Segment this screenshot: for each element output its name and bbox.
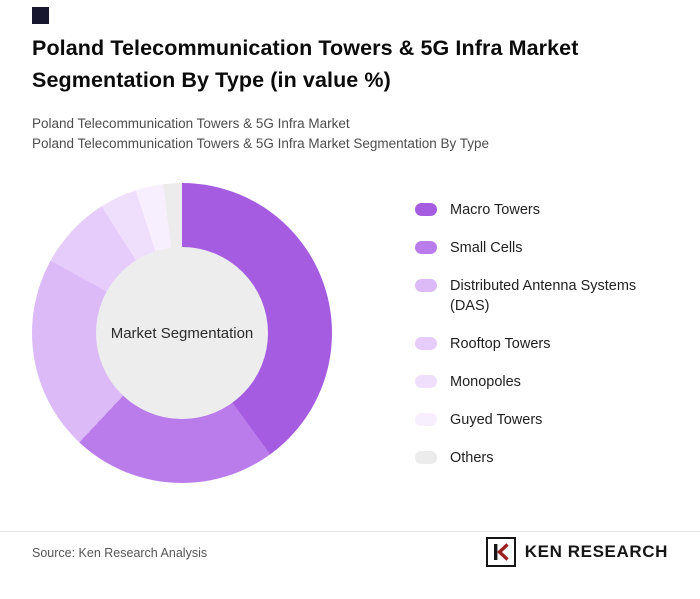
footer-divider [0, 531, 700, 532]
legend-item: Macro Towers [415, 200, 678, 220]
subtitle-line-2: Poland Telecommunication Towers & 5G Inf… [32, 136, 489, 151]
legend-label: Others [450, 450, 494, 466]
chart-subtitles: Poland Telecommunication Towers & 5G Inf… [32, 114, 489, 154]
legend-label: Distributed Antenna Systems (DAS) [450, 278, 637, 314]
legend-label: Macro Towers [450, 202, 540, 218]
legend-item: Small Cells [415, 238, 678, 258]
brand-wordmark: KEN RESEARCH [524, 542, 668, 561]
chart-legend: Macro Towers Small Cells Distributed Ant… [415, 200, 678, 468]
donut-chart: Market Segmentation [32, 183, 332, 483]
ken-research-logo: KEN RESEARCH [485, 537, 668, 567]
legend-swatch [415, 203, 437, 216]
legend-label: Small Cells [450, 240, 523, 256]
ken-research-k-icon [485, 537, 516, 567]
legend-item: Guyed Towers [415, 410, 678, 430]
legend-label: Guyed Towers [450, 412, 543, 428]
top-left-mark [32, 7, 49, 24]
legend-swatch [415, 337, 437, 350]
legend-label: Rooftop Towers [450, 336, 551, 352]
legend-swatch [415, 451, 437, 464]
legend-swatch [415, 413, 437, 426]
legend-item: Monopoles [415, 372, 678, 392]
subtitle-line-1: Poland Telecommunication Towers & 5G Inf… [32, 116, 350, 131]
legend-swatch [415, 241, 437, 254]
page-title: Poland Telecommunication Towers & 5G Inf… [32, 36, 579, 93]
donut-hole: Market Segmentation [96, 247, 268, 419]
legend-swatch [415, 279, 437, 292]
legend-item: Distributed Antenna Systems (DAS) [415, 276, 678, 316]
legend-label: Monopoles [450, 374, 521, 390]
donut-center-label: Market Segmentation [110, 324, 254, 342]
legend-swatch [415, 375, 437, 388]
legend-item: Rooftop Towers [415, 334, 678, 354]
source-note: Source: Ken Research Analysis [32, 546, 208, 560]
legend-item: Others [415, 448, 678, 468]
